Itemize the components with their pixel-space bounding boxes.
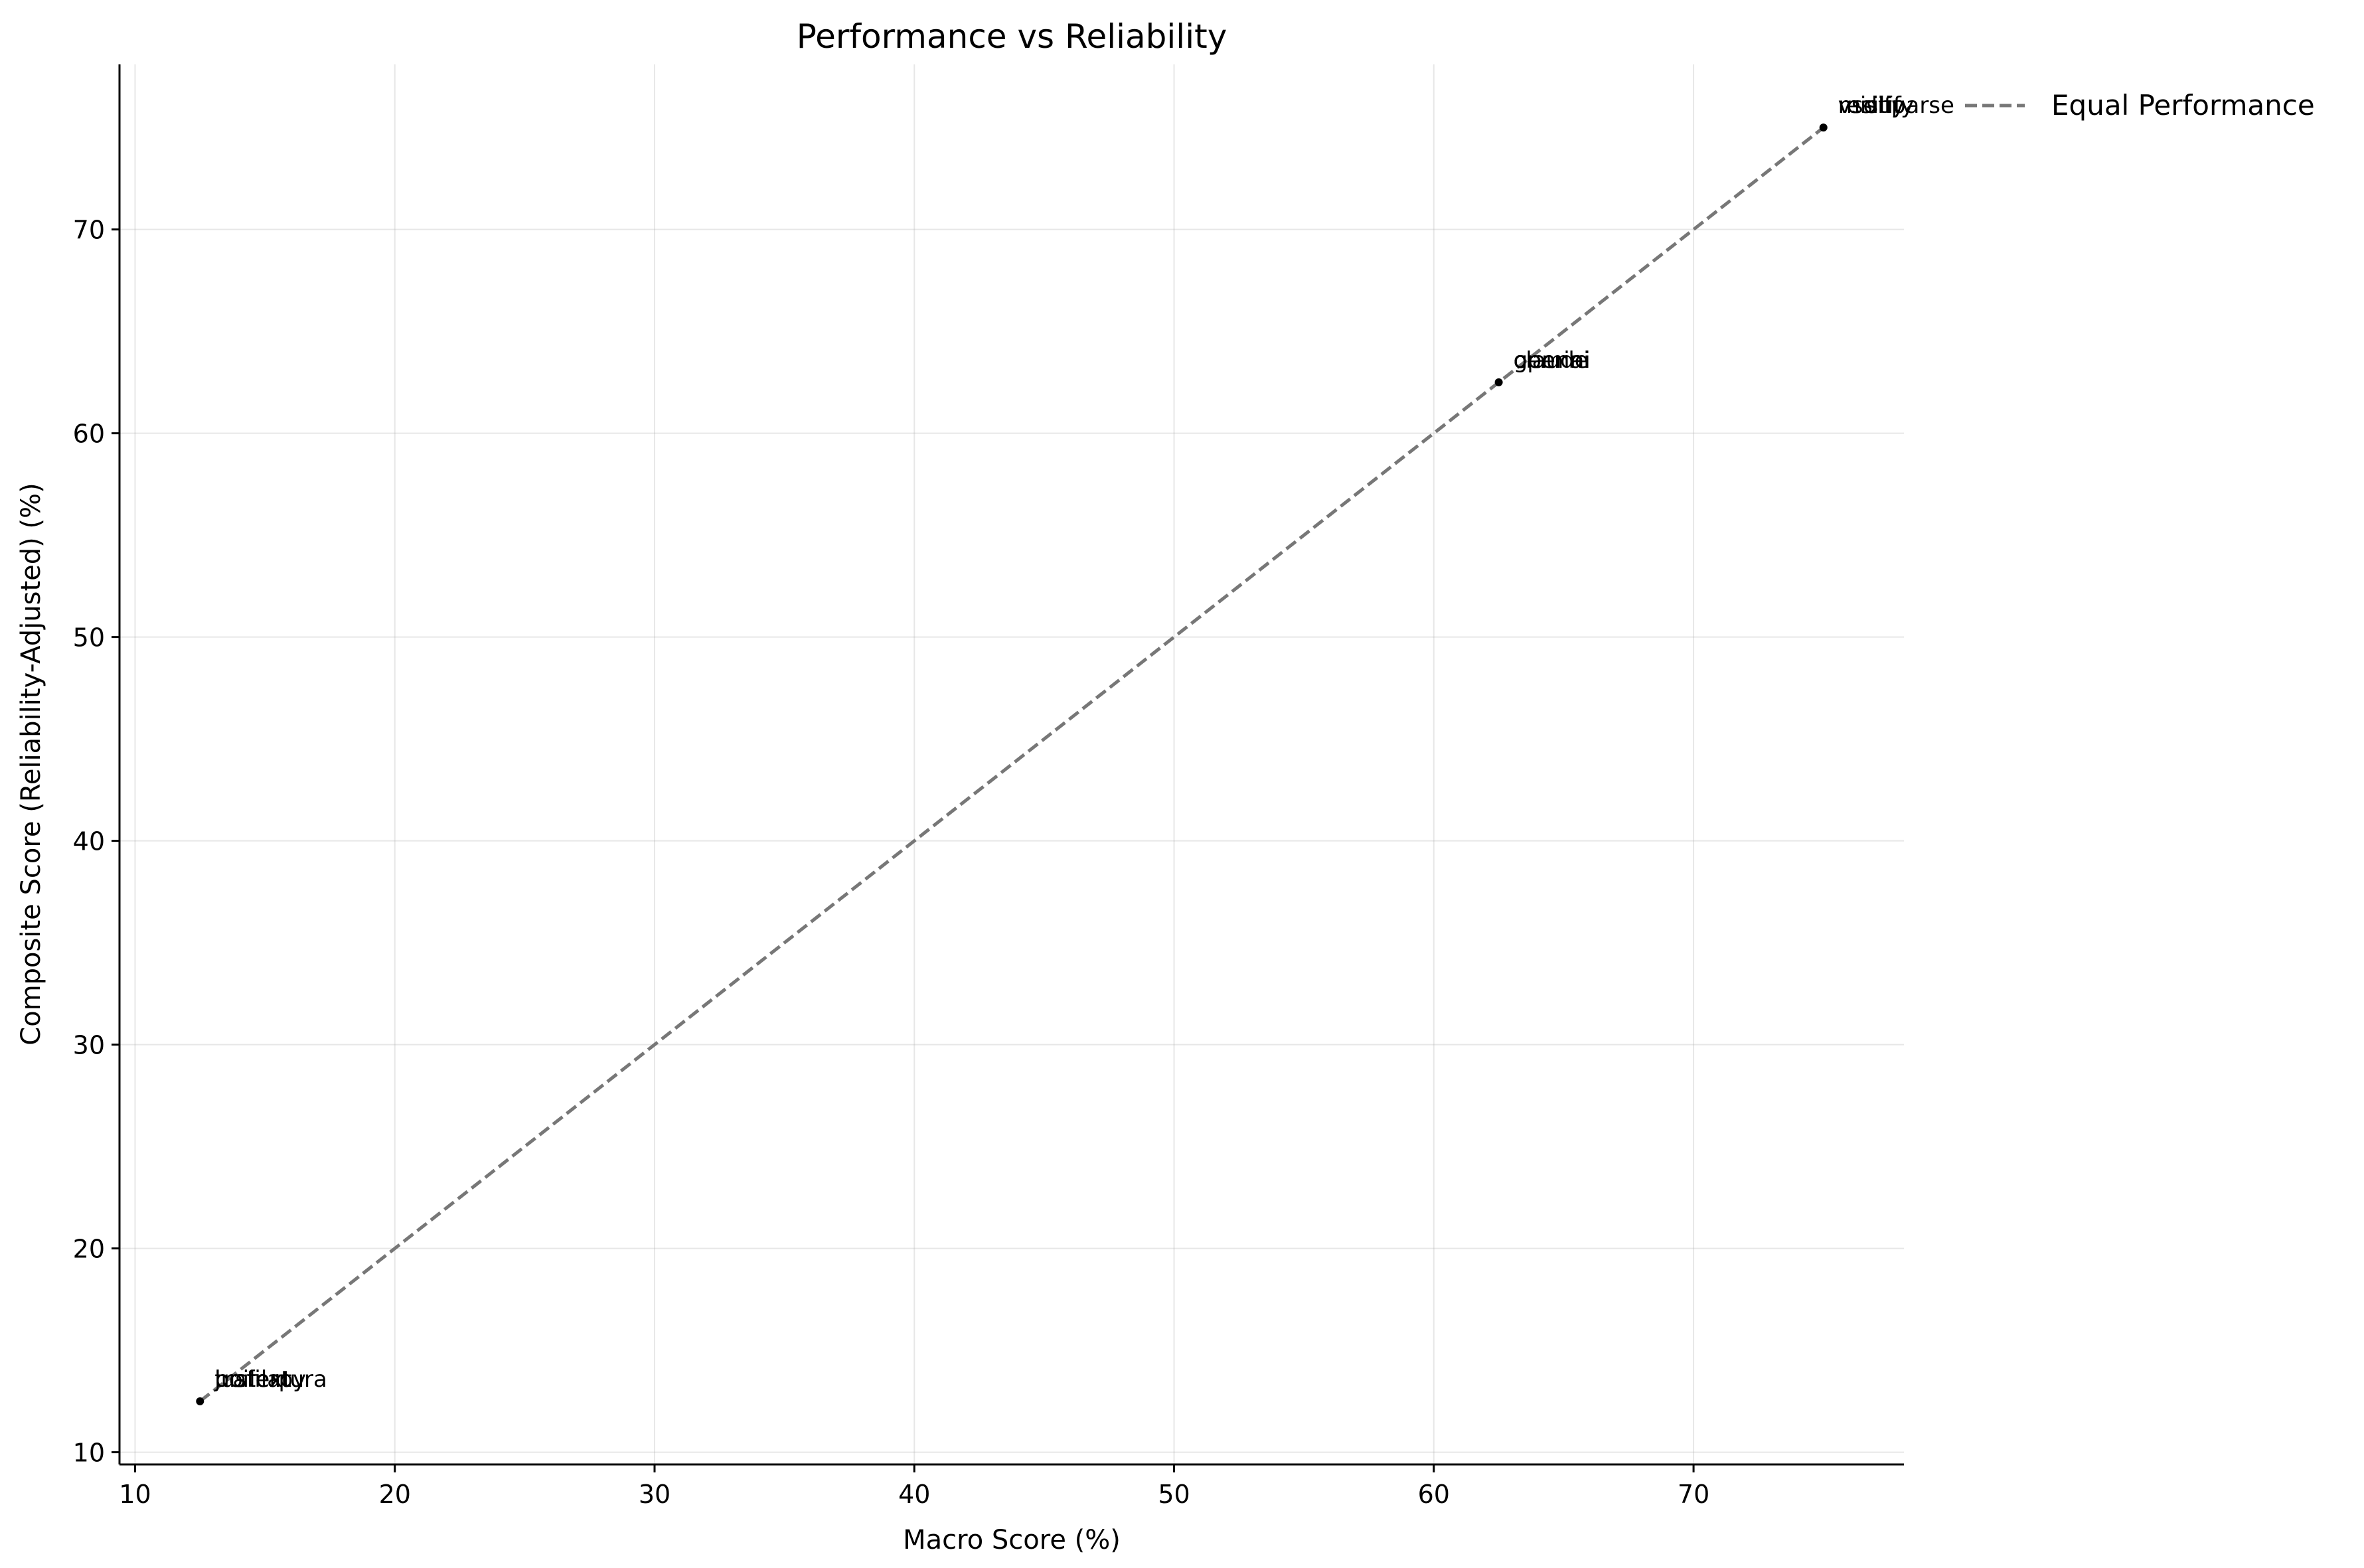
- y-tick-label: 40: [73, 827, 105, 856]
- y-tick-label: 70: [73, 216, 105, 245]
- y-tick-label: 60: [73, 420, 105, 449]
- y-tick-label: 30: [73, 1031, 105, 1060]
- y-tick-label: 50: [73, 623, 105, 653]
- ticks: 10 20 30 40 50 60 70 10 20 30 40 50 60 70: [73, 216, 1710, 1509]
- x-tick-label: 20: [379, 1480, 411, 1509]
- point-label: gemini: [1514, 347, 1591, 374]
- y-tick-label: 10: [73, 1439, 105, 1468]
- x-tick-label: 60: [1418, 1480, 1450, 1509]
- x-tick-label: 40: [898, 1480, 930, 1509]
- point-label: resiliparse: [1838, 92, 1954, 119]
- x-tick-label: 50: [1158, 1480, 1190, 1509]
- point-label: claude: [1514, 347, 1589, 374]
- x-axis-label: Macro Score (%): [903, 1525, 1121, 1555]
- point-label: trafilatura: [214, 1366, 327, 1393]
- y-axis-label: Composite Score (Reliability-Adjusted) (…: [16, 483, 46, 1045]
- point-label: mistify: [1838, 92, 1915, 119]
- point-label: boilerpy: [214, 1366, 306, 1393]
- legend-label-equal-performance: Equal Performance: [2051, 89, 2315, 121]
- point-label: vsdify: [1838, 92, 1905, 119]
- x-tick-label: 70: [1678, 1480, 1709, 1509]
- chart-title: Performance vs Reliability: [797, 17, 1227, 56]
- x-tick-label: 30: [639, 1480, 670, 1509]
- data-point: [1819, 123, 1828, 132]
- data-point: [196, 1397, 204, 1405]
- series: [196, 123, 1828, 1405]
- equal-performance-line: [198, 126, 1825, 1403]
- y-tick-label: 20: [73, 1235, 105, 1264]
- data-point: [1494, 378, 1503, 386]
- grid: [119, 64, 1904, 1464]
- point-label: justext: [214, 1366, 291, 1393]
- axes: [118, 64, 1904, 1466]
- legend: Equal Performance: [1965, 89, 2315, 121]
- x-tick-label: 10: [119, 1480, 151, 1509]
- point-label: openai: [1514, 347, 1590, 374]
